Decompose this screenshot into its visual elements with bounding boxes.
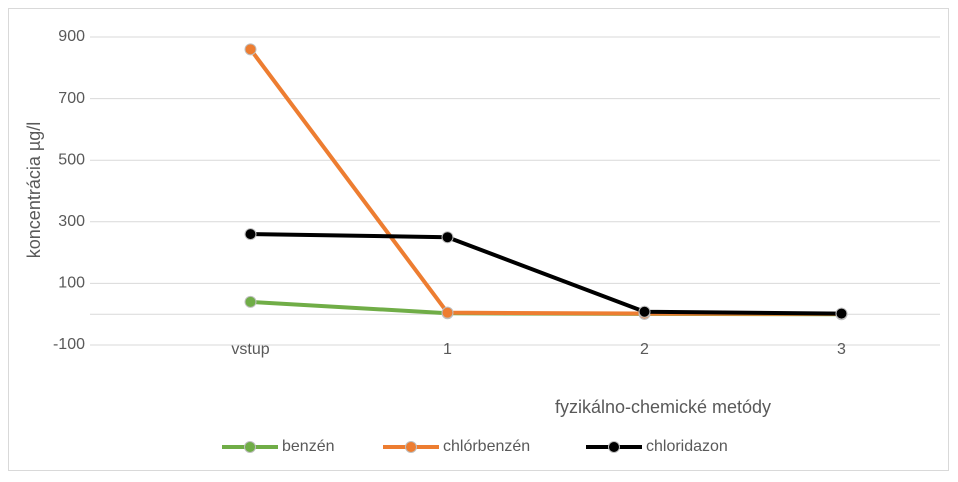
x-tick-label: 1: [443, 341, 452, 358]
data-point: [244, 43, 257, 56]
x-tick-label: 2: [640, 341, 649, 358]
legend-swatch-marker: [244, 441, 256, 453]
y-tick-label: 700: [58, 90, 85, 107]
x-tick-label: vstup: [231, 341, 269, 358]
y-tick-label: -100: [53, 336, 85, 353]
series-line: [250, 232, 842, 316]
data-point: [441, 306, 454, 319]
y-tick-label: 100: [58, 275, 85, 292]
x-tick-label: 3: [837, 341, 846, 358]
x-axis-label: fyzikálno-chemické metódy: [555, 397, 771, 417]
legend-label: chlórbenzén: [443, 438, 530, 455]
y-tick-label: 900: [58, 28, 85, 45]
y-tick-label: 500: [58, 151, 85, 168]
y-tick-label: 300: [58, 213, 85, 230]
legend-label: benzén: [282, 438, 335, 455]
legend-label: chloridazon: [646, 438, 728, 455]
data-point: [638, 305, 651, 318]
data-point: [441, 231, 454, 244]
legend-swatch-marker: [608, 441, 620, 453]
chart-border: [8, 8, 949, 471]
data-point: [244, 228, 257, 241]
data-point: [244, 295, 257, 308]
legend-swatch-marker: [405, 441, 417, 453]
data-point: [835, 307, 848, 320]
y-axis-label: koncentrácia µg/l: [24, 122, 44, 258]
